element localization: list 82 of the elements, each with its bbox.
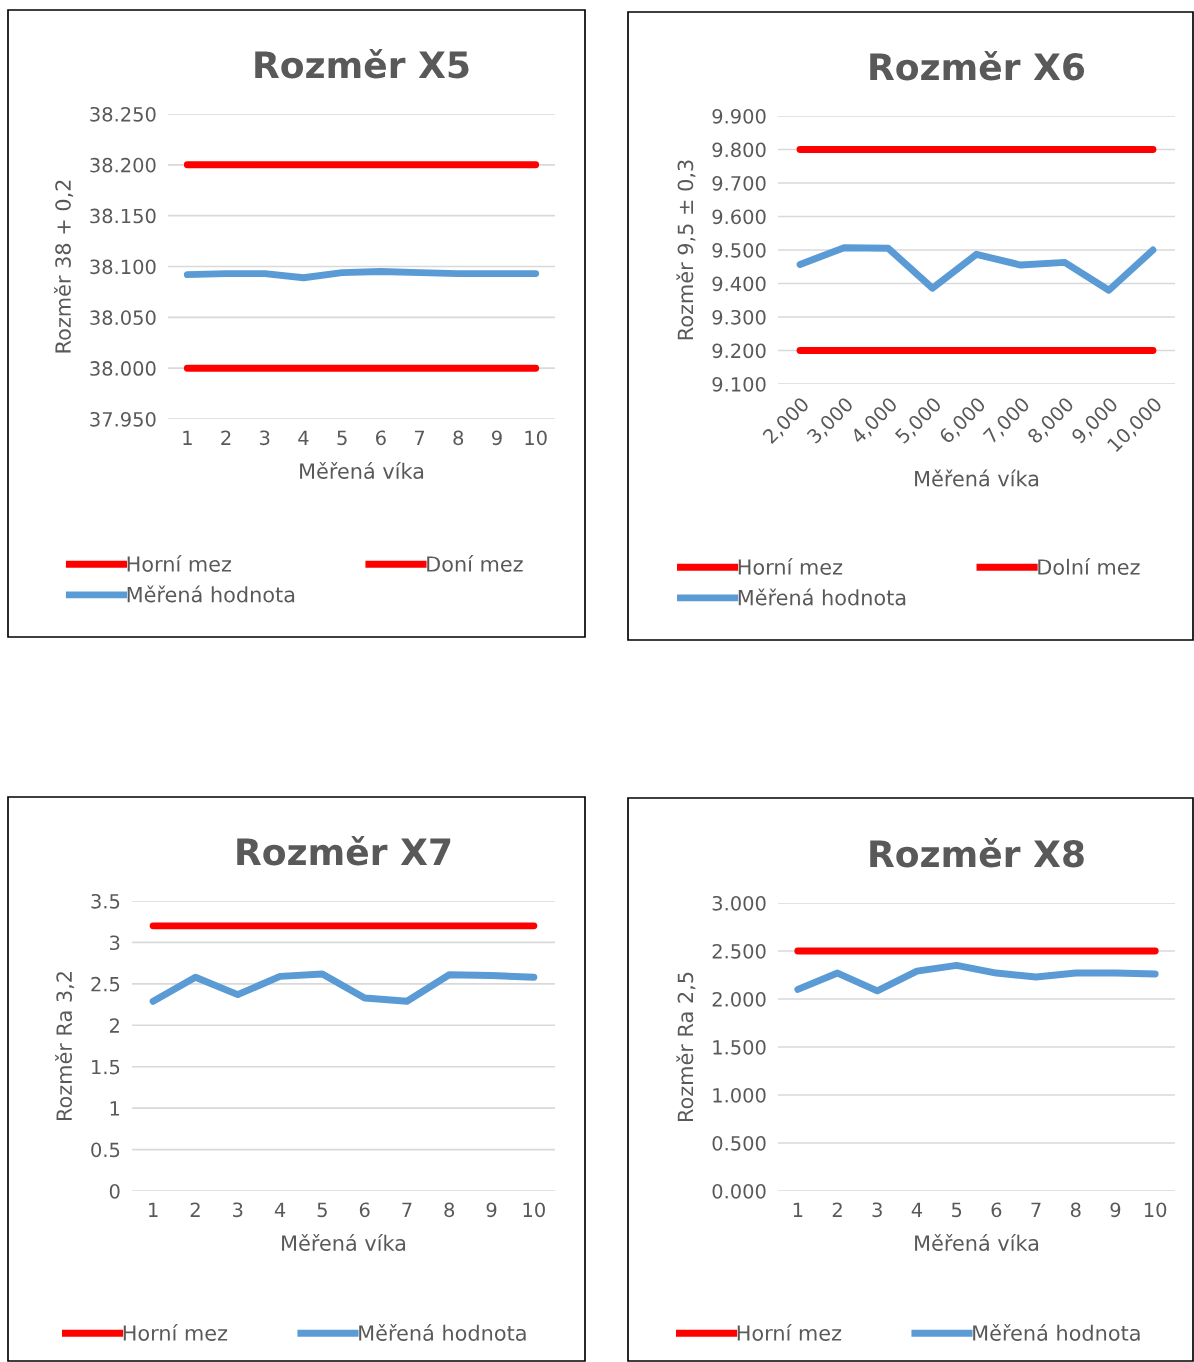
- legend-label: Doní mez: [427, 554, 523, 572]
- legend-label: Dolní mez: [1038, 557, 1140, 575]
- x-tick-label: 5: [337, 430, 347, 446]
- y-tick-label: 9.600: [712, 209, 766, 225]
- legend-label: Horní mez: [123, 1323, 228, 1341]
- y-tick-label: 38.000: [90, 361, 156, 376]
- x-tick-label: 8: [453, 430, 464, 446]
- x-tick-label: 10: [1144, 1202, 1167, 1218]
- x-tick-label: 8: [444, 1202, 455, 1218]
- x-tick-label: 9: [491, 430, 502, 446]
- y-axis-title: Rozměr Ra 2,5: [676, 972, 696, 1121]
- y-tick-label: 9.900: [712, 108, 766, 124]
- y-axis-title: Rozměr Ra 3,2: [55, 972, 75, 1120]
- y-tick-label: 3.000: [712, 895, 766, 911]
- x-tick-label: 9: [486, 1202, 497, 1218]
- legend-label: Měřená hodnota: [127, 585, 295, 603]
- x-axis-title: Měřená víka: [915, 1233, 1039, 1251]
- x-axis-title: Měřená víka: [282, 1233, 406, 1251]
- y-tick-label: 2: [109, 1018, 119, 1033]
- y-tick-label: 1.500: [713, 1039, 766, 1055]
- x-tick-label: 10: [523, 1202, 545, 1218]
- chart-title: Rozměr X5: [255, 49, 469, 79]
- x-tick-label: 4: [274, 1202, 286, 1217]
- y-axis-title: Rozměr 38 + 0,2: [53, 180, 74, 353]
- y-tick-label: 37.950: [90, 411, 156, 427]
- legend-label: Horní mez: [737, 1323, 842, 1341]
- y-tick-label: 3: [110, 935, 120, 951]
- x-tick-label: 2: [221, 430, 231, 445]
- x-tick-label: 4: [298, 430, 309, 445]
- legend-label: Měřená hodnota: [738, 588, 906, 606]
- y-tick-label: 9.700: [712, 175, 766, 191]
- y-axis-title: Rozměr 9,5 ± 0,3: [676, 160, 696, 340]
- x-tick-label: 3: [233, 1202, 243, 1218]
- legend-label: Měřená hodnota: [359, 1323, 526, 1341]
- x-tick-label: 5: [317, 1202, 327, 1218]
- y-tick-label: 1.000: [713, 1087, 766, 1103]
- y-tick-label: 0: [109, 1183, 120, 1199]
- y-tick-label: 38.100: [90, 259, 156, 275]
- y-tick-label: 9.100: [712, 376, 766, 392]
- x-tick-label: 10: [525, 430, 547, 446]
- y-tick-label: 38.250: [90, 106, 156, 122]
- y-tick-label: 0.500: [712, 1135, 766, 1151]
- y-tick-label: 9.800: [712, 142, 766, 158]
- x-tick-label: 3: [260, 430, 270, 446]
- x-tick-label: 3: [872, 1202, 882, 1218]
- y-tick-label: 9.500: [712, 242, 766, 258]
- x-tick-label: 6: [991, 1202, 1002, 1218]
- y-tick-label: 0.5: [91, 1142, 120, 1158]
- x-tick-label: 6: [376, 430, 386, 446]
- x-tick-label: 1: [793, 1202, 803, 1217]
- chart-title: Rozměr X7: [237, 836, 451, 866]
- y-tick-label: 0.000: [712, 1183, 766, 1199]
- x-tick-label: 4: [911, 1202, 923, 1217]
- x-tick-label: 6: [359, 1202, 370, 1218]
- x-tick-label: 7: [414, 430, 425, 445]
- y-tick-label: 38.200: [90, 157, 156, 173]
- y-tick-label: 9.400: [712, 276, 766, 292]
- legend-label: Horní mez: [738, 557, 843, 575]
- x-tick-label: 7: [402, 1202, 412, 1217]
- y-tick-label: 2.000: [712, 991, 766, 1007]
- y-tick-label: 2.500: [712, 943, 766, 959]
- y-tick-label: 3.5: [91, 893, 120, 909]
- x-tick-label: 2: [832, 1202, 842, 1217]
- y-tick-label: 38.050: [90, 310, 156, 325]
- x-axis-title: Měřená víka: [300, 461, 424, 479]
- y-tick-label: 38.150: [90, 208, 156, 224]
- y-tick-label: 1.5: [92, 1059, 120, 1075]
- x-tick-label: 9: [1110, 1202, 1121, 1218]
- x-tick-label: 1: [183, 430, 192, 445]
- chart-title: Rozměr X6: [870, 51, 1085, 81]
- chart-title: Rozměr X8: [870, 838, 1084, 868]
- legend-label: Měřená hodnota: [973, 1323, 1140, 1341]
- y-tick-label: 2.5: [91, 976, 120, 992]
- x-tick-label: 7: [1031, 1202, 1041, 1217]
- x-tick-label: 8: [1070, 1202, 1081, 1218]
- y-tick-label: 9.200: [712, 343, 766, 359]
- x-axis-title: Měřená víka: [915, 469, 1039, 487]
- legend-label: Horní mez: [127, 554, 232, 572]
- y-tick-label: 1: [110, 1101, 120, 1116]
- y-tick-label: 9.300: [712, 309, 766, 325]
- x-tick-label: 2: [190, 1202, 200, 1217]
- x-tick-label: 5: [951, 1202, 962, 1218]
